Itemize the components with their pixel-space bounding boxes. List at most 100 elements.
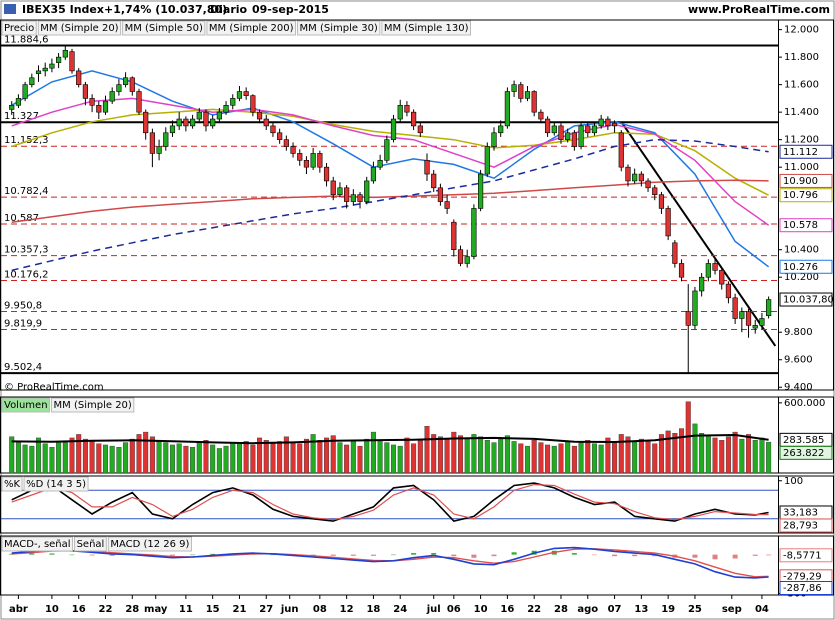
x-tick-label: 12 bbox=[340, 604, 354, 615]
period: Diario bbox=[210, 3, 248, 16]
volume-bar bbox=[672, 433, 678, 474]
value-label: 10.796 bbox=[783, 190, 818, 201]
x-tick-label: 07 bbox=[608, 604, 622, 615]
candle-body bbox=[498, 125, 504, 134]
candle-body bbox=[598, 118, 604, 127]
volume-bar bbox=[605, 437, 611, 474]
histogram-bar bbox=[752, 554, 758, 556]
candle-body bbox=[625, 166, 631, 182]
candle-body bbox=[638, 173, 644, 182]
volume-bar bbox=[277, 441, 283, 474]
candle-body bbox=[477, 173, 484, 209]
candle-body bbox=[49, 63, 55, 69]
candle-body bbox=[605, 118, 611, 127]
volume-bar bbox=[625, 436, 631, 474]
volume-bar bbox=[324, 437, 330, 474]
value-box bbox=[779, 173, 833, 188]
volume-bar bbox=[303, 438, 309, 474]
candle-body bbox=[256, 111, 263, 120]
value-label: 10.037,80 bbox=[783, 295, 834, 306]
histogram-bar bbox=[511, 552, 517, 555]
histogram-bar bbox=[350, 554, 356, 556]
volume-bar bbox=[437, 436, 443, 474]
date: 09-sep-2015 bbox=[252, 3, 329, 16]
candle-body bbox=[411, 111, 417, 127]
volume-bar bbox=[62, 442, 68, 474]
x-tick-label: 04 bbox=[755, 604, 769, 615]
candle-body bbox=[277, 132, 283, 140]
value-label: -279,29 bbox=[783, 571, 822, 582]
candle-body bbox=[250, 95, 256, 113]
y-tick-label: 11.600 bbox=[784, 80, 819, 91]
histogram-bar bbox=[732, 554, 738, 559]
candle-body bbox=[216, 111, 222, 120]
candle-body bbox=[270, 125, 276, 134]
candle-body bbox=[310, 153, 316, 168]
volume-bar bbox=[29, 445, 35, 474]
volume-bar bbox=[109, 445, 115, 474]
volume-bar bbox=[391, 444, 397, 474]
candle-body bbox=[739, 311, 745, 319]
candle-body bbox=[89, 98, 95, 106]
candle-body bbox=[143, 111, 149, 134]
volume-bar bbox=[725, 436, 731, 474]
candle-body bbox=[464, 256, 470, 264]
candle-body bbox=[632, 173, 638, 182]
value-label: 283.585 bbox=[783, 435, 824, 446]
volume-bar bbox=[504, 435, 510, 474]
candle-body bbox=[337, 187, 343, 195]
value-box bbox=[779, 188, 833, 203]
histogram-bar bbox=[370, 554, 376, 556]
series-line bbox=[11, 483, 769, 521]
level-label: 11.152,3 bbox=[4, 135, 49, 146]
volume-bar bbox=[451, 431, 457, 474]
value-label: 10.578 bbox=[783, 220, 818, 231]
volume-bar bbox=[571, 445, 577, 474]
histogram-bar bbox=[491, 554, 497, 557]
candle-body bbox=[511, 84, 517, 92]
x-tick-label: 22 bbox=[99, 604, 113, 615]
candle-body bbox=[471, 208, 477, 257]
legend-entry: MM (Simple 50) bbox=[125, 23, 203, 34]
volume-bar bbox=[705, 435, 711, 474]
volume-bar bbox=[102, 444, 108, 474]
value-label: -287,86 bbox=[783, 583, 822, 594]
volume-bar bbox=[652, 443, 658, 474]
candle-body bbox=[585, 125, 591, 134]
candle-body bbox=[370, 166, 377, 182]
candle-body bbox=[618, 132, 624, 168]
series-line bbox=[11, 70, 770, 268]
histogram-bar bbox=[431, 553, 437, 555]
volume-bar bbox=[759, 437, 765, 474]
volume-bar bbox=[471, 434, 477, 474]
candle-body bbox=[116, 84, 122, 92]
volume-bar bbox=[638, 438, 644, 474]
value-box bbox=[779, 292, 833, 307]
volume-bar bbox=[149, 436, 155, 474]
volume-bar bbox=[123, 442, 129, 474]
volume-bar bbox=[538, 442, 544, 474]
candle-body bbox=[457, 249, 464, 264]
candle-body bbox=[665, 208, 671, 237]
y-tick-label: 11.200 bbox=[784, 135, 819, 146]
histogram-bar bbox=[571, 553, 577, 555]
candle-body bbox=[344, 187, 350, 202]
histogram-bar bbox=[29, 553, 35, 555]
value-label: 263.822 bbox=[783, 448, 824, 459]
level-label: 10.782,4 bbox=[4, 186, 49, 197]
volume-bar bbox=[618, 434, 624, 474]
candle-body bbox=[109, 91, 115, 102]
candle-body bbox=[759, 318, 765, 326]
histogram-bar bbox=[391, 554, 397, 556]
candle-body bbox=[317, 153, 323, 168]
level-label: 9.950,8 bbox=[4, 300, 42, 311]
volume-bar bbox=[511, 441, 517, 474]
volume-bar bbox=[270, 443, 276, 474]
legend-box bbox=[51, 397, 135, 413]
volume-bar bbox=[404, 437, 410, 474]
level-label: 10.587 bbox=[4, 213, 39, 224]
symbol: IBEX35 Index bbox=[22, 3, 104, 16]
candle-body bbox=[504, 91, 510, 127]
volume-bar bbox=[551, 445, 557, 474]
volume-bar bbox=[216, 448, 222, 474]
